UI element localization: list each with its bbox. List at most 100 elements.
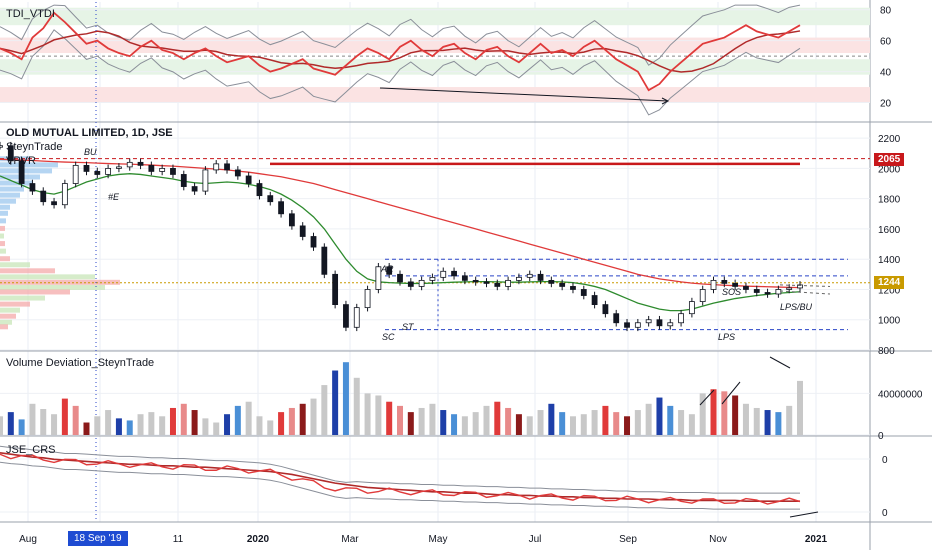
tdi-tick-label: 20	[880, 99, 892, 110]
price-candle	[797, 284, 803, 289]
volume-bar	[580, 414, 587, 435]
price-candle	[624, 322, 630, 328]
price-candle	[180, 174, 187, 187]
price-candle	[353, 307, 360, 328]
annotation-st: ST	[402, 322, 414, 332]
price-candle	[288, 213, 295, 227]
volume-bar	[537, 410, 544, 435]
volume-bar	[397, 405, 403, 435]
vpvr-row	[0, 313, 16, 319]
price-candle	[116, 166, 122, 169]
price-candle	[429, 276, 436, 281]
volume-bar	[342, 362, 349, 435]
volume-bar	[169, 407, 176, 435]
volume-bar	[429, 403, 436, 435]
price-candle	[267, 195, 274, 203]
price-candle	[786, 287, 793, 290]
volume-bar	[148, 412, 155, 435]
price-candle	[61, 183, 68, 206]
volume-bar	[699, 393, 706, 435]
annotation-e: #E	[108, 192, 120, 202]
volume-bar	[721, 391, 728, 435]
volume-bar	[40, 409, 47, 435]
price-candle	[83, 164, 90, 172]
tdi-tick-label: 40	[880, 68, 892, 79]
tdi-upper-band	[0, 4, 801, 66]
volume-bar	[569, 416, 576, 435]
price-candle	[548, 279, 555, 284]
price-candle	[148, 164, 155, 172]
vpvr-row	[0, 301, 30, 307]
price-candle	[753, 289, 760, 293]
volume-bar	[0, 416, 3, 435]
volume-pane-title: Volume Deviation_SteynTrade	[6, 357, 155, 369]
volume-bar	[202, 418, 209, 435]
volume-bar	[515, 414, 522, 435]
price-candle	[278, 201, 284, 215]
price-candle	[418, 279, 425, 287]
volume-bar	[678, 410, 685, 435]
vpvr-row	[0, 168, 52, 174]
price-candle	[364, 289, 371, 309]
time-axis-label: 2020	[247, 534, 270, 545]
vpvr-row	[0, 307, 20, 313]
volume-bar	[321, 385, 328, 435]
price-candle	[743, 286, 749, 290]
vpvr-row	[0, 262, 30, 268]
price-candle	[51, 201, 57, 206]
volume-bar	[742, 403, 749, 435]
volume-arrow	[769, 356, 791, 369]
volume-bar	[83, 422, 90, 435]
vpvr-row	[0, 218, 6, 224]
volume-bar	[440, 410, 447, 435]
price-candle	[0, 145, 3, 148]
time-axis-label: 2021	[805, 534, 828, 545]
crosshair-date-label: 18 Sep '19	[68, 531, 128, 546]
volume-tick-label: 40000000	[878, 389, 923, 400]
vpvr-row	[0, 319, 12, 325]
volume-bar	[137, 414, 144, 435]
volume-bar	[256, 416, 263, 435]
tdi-upper-zone	[0, 7, 870, 26]
volume-bar	[29, 403, 36, 435]
volume-bar	[602, 405, 609, 435]
volume-tick-label: 0	[878, 431, 884, 442]
crs-arrow	[789, 511, 819, 518]
price-candle	[526, 273, 533, 278]
price-candle	[559, 283, 566, 287]
vpvr-row	[0, 225, 5, 231]
volume-bar	[710, 389, 717, 435]
price-tick-label: 1000	[878, 316, 901, 327]
tdi-rsi-line	[0, 11, 801, 92]
volume-bar	[764, 410, 771, 435]
vpvr-row	[0, 162, 58, 168]
volume-bar	[451, 414, 458, 435]
price-candle	[516, 276, 522, 281]
vpvr-row	[0, 198, 16, 204]
volume-bar	[591, 410, 598, 435]
tdi-divergence-arrowhead	[661, 97, 670, 105]
price-candle	[580, 289, 587, 296]
volume-bar	[245, 401, 252, 435]
volume-bar	[645, 403, 652, 435]
vpvr-row	[0, 256, 10, 262]
time-axis-label: Aug	[19, 534, 37, 545]
time-axis-label: May	[429, 534, 448, 545]
price-candle	[332, 273, 339, 306]
volume-bar	[624, 416, 631, 435]
annotation-bu: BU	[84, 147, 97, 157]
volume-bar	[191, 410, 198, 435]
volume-bar	[267, 420, 274, 435]
symbol-title: OLD MUTUAL LIMITED, 1D, JSE	[6, 127, 173, 139]
volume-bar	[786, 405, 793, 435]
volume-bar	[278, 412, 285, 435]
volume-bar	[559, 412, 566, 435]
price-tick-label: 1800	[878, 195, 901, 206]
price-candle	[234, 169, 241, 177]
volume-bar	[159, 416, 166, 435]
crs-ma-line	[0, 451, 800, 502]
time-axis-label: Jul	[529, 534, 542, 545]
price-candle	[170, 167, 176, 175]
price-candle	[245, 175, 252, 184]
